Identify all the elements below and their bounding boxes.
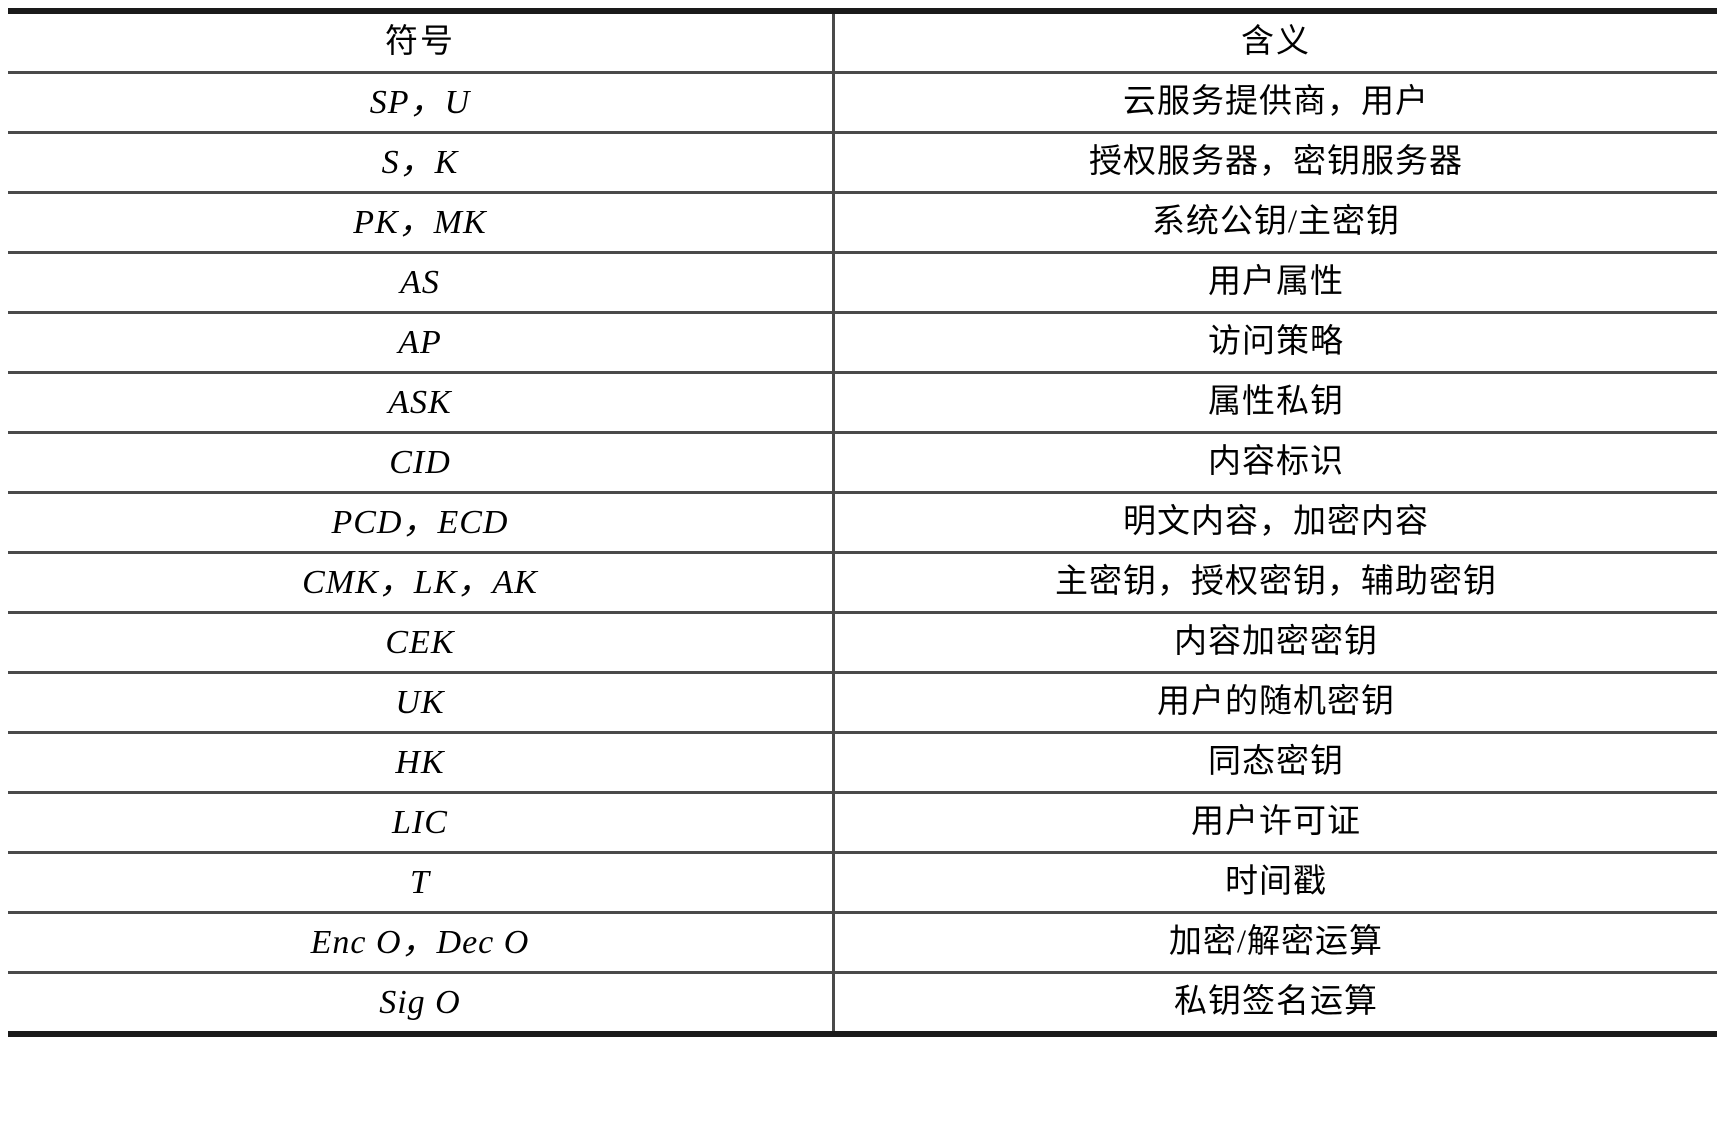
cell-symbol: S，K: [8, 132, 835, 194]
cell-meaning: 同态密钥: [833, 732, 1717, 794]
column-header-meaning: 含义: [833, 8, 1717, 74]
cell-meaning: 私钥签名运算: [833, 972, 1717, 1037]
cell-meaning: 属性私钥: [833, 372, 1717, 434]
cell-meaning: 主密钥，授权密钥，辅助密钥: [833, 552, 1717, 614]
table-row: LIC 用户许可证: [8, 792, 1717, 854]
table-row: ASK 属性私钥: [8, 372, 1717, 434]
cell-meaning: 用户的随机密钥: [833, 672, 1717, 734]
table-row: AS 用户属性: [8, 252, 1717, 314]
cell-symbol: T: [8, 852, 835, 914]
table-row: CID 内容标识: [8, 432, 1717, 494]
table-row: T 时间戳: [8, 852, 1717, 914]
table-row: S，K 授权服务器，密钥服务器: [8, 132, 1717, 194]
cell-meaning: 用户属性: [833, 252, 1717, 314]
cell-symbol: ASK: [8, 372, 835, 434]
cell-symbol: LIC: [8, 792, 835, 854]
cell-meaning: 云服务提供商，用户: [833, 72, 1717, 134]
table-row: Sig O 私钥签名运算: [8, 972, 1717, 1037]
cell-meaning: 明文内容，加密内容: [833, 492, 1717, 554]
cell-symbol: CMK，LK，AK: [8, 552, 835, 614]
table-row: PK，MK 系统公钥/主密钥: [8, 192, 1717, 254]
cell-symbol: CID: [8, 432, 835, 494]
cell-meaning: 访问策略: [833, 312, 1717, 374]
table-row: UK 用户的随机密钥: [8, 672, 1717, 734]
cell-symbol: Sig O: [8, 972, 835, 1037]
table-row: PCD，ECD 明文内容，加密内容: [8, 492, 1717, 554]
cell-meaning: 系统公钥/主密钥: [833, 192, 1717, 254]
cell-symbol: SP，U: [8, 72, 835, 134]
table-row: CEK 内容加密密钥: [8, 612, 1717, 674]
table-header-row: 符号 含义: [8, 8, 1717, 74]
cell-meaning: 加密/解密运算: [833, 912, 1717, 974]
symbol-glossary-table-container: 符号 含义 SP，U 云服务提供商，用户 S，K 授权服务器，密钥服务器 PK，MK 系统…: [8, 8, 1717, 1037]
table-row: SP，U 云服务提供商，用户: [8, 72, 1717, 134]
symbol-glossary-table: 符号 含义 SP，U 云服务提供商，用户 S，K 授权服务器，密钥服务器 PK，MK 系统…: [8, 8, 1717, 1037]
cell-meaning: 授权服务器，密钥服务器: [833, 132, 1717, 194]
cell-symbol: HK: [8, 732, 835, 794]
cell-meaning: 内容加密密钥: [833, 612, 1717, 674]
table-row: Enc O，Dec O 加密/解密运算: [8, 912, 1717, 974]
cell-symbol: Enc O，Dec O: [8, 912, 835, 974]
table-header: 符号 含义: [8, 8, 1717, 74]
cell-meaning: 时间戳: [833, 852, 1717, 914]
cell-meaning: 内容标识: [833, 432, 1717, 494]
table-row: CMK，LK，AK 主密钥，授权密钥，辅助密钥: [8, 552, 1717, 614]
table-body: SP，U 云服务提供商，用户 S，K 授权服务器，密钥服务器 PK，MK 系统公钥/主密钥…: [8, 72, 1717, 1037]
cell-symbol: PK，MK: [8, 192, 835, 254]
cell-symbol: UK: [8, 672, 835, 734]
cell-symbol: CEK: [8, 612, 835, 674]
cell-symbol: PCD，ECD: [8, 492, 835, 554]
table-row: AP 访问策略: [8, 312, 1717, 374]
table-row: HK 同态密钥: [8, 732, 1717, 794]
cell-symbol: AS: [8, 252, 835, 314]
cell-symbol: AP: [8, 312, 835, 374]
cell-meaning: 用户许可证: [833, 792, 1717, 854]
column-header-symbol: 符号: [8, 8, 835, 74]
